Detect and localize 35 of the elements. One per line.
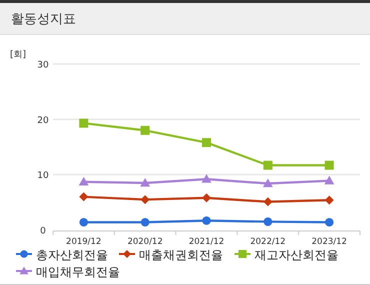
point — [140, 178, 150, 187]
point — [262, 178, 273, 188]
point — [202, 216, 211, 225]
x-tick-label: 2019/12 — [66, 237, 102, 247]
legend-label: 매출채권회전율 — [139, 248, 223, 262]
point — [202, 193, 211, 202]
legend-label: 재고자산회전율 — [254, 248, 338, 262]
point — [325, 218, 334, 227]
point — [263, 197, 272, 206]
point — [264, 217, 272, 226]
x-tick-label: 2023/12 — [312, 237, 347, 247]
point — [202, 174, 212, 183]
point — [79, 218, 88, 227]
point — [140, 218, 150, 227]
point — [263, 160, 272, 170]
y-tick-label: 10 — [37, 171, 49, 182]
point — [324, 176, 334, 184]
y-tick-label: 30 — [37, 60, 49, 70]
y-axis-title: [회] — [10, 50, 26, 60]
point — [140, 195, 150, 204]
legend-label: 매입채무회전율 — [36, 265, 120, 279]
x-tick-label: 2021/12 — [188, 237, 224, 247]
y-tick-label: 20 — [37, 116, 49, 126]
point — [324, 160, 334, 170]
point — [140, 126, 150, 135]
point — [78, 176, 89, 186]
legend-label: 총자산회전율 — [36, 248, 108, 262]
point — [202, 138, 211, 148]
title: 활동성지표 — [11, 12, 76, 27]
point — [324, 196, 334, 205]
x-tick-label: 2022/12 — [250, 237, 286, 247]
x-tick-label: 2020/12 — [127, 237, 163, 247]
point — [79, 118, 88, 128]
point — [79, 192, 88, 202]
y-tick-label: 0 — [40, 226, 46, 236]
